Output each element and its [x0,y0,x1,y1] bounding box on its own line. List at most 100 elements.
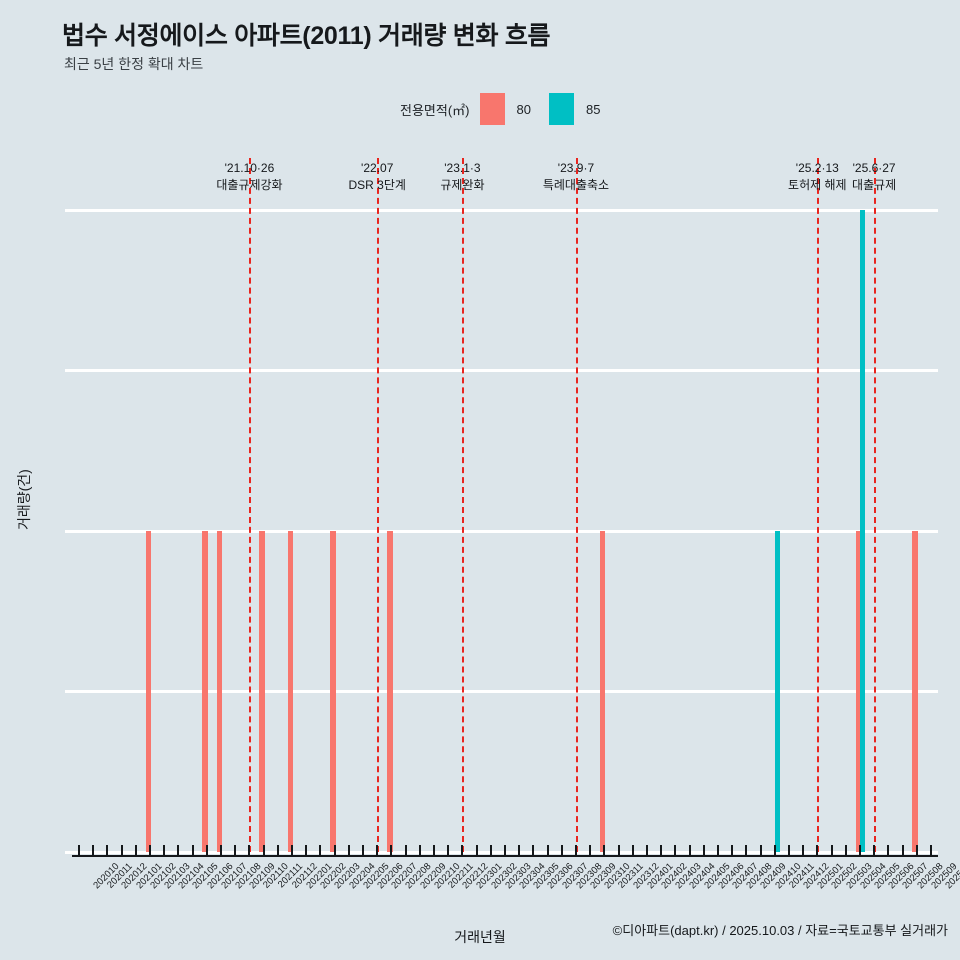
y-tick-mark [65,369,72,372]
legend-swatch-85 [548,93,574,125]
x-tick-mark [489,845,492,856]
x-tick-mark [291,845,294,856]
event-name: 대출규제 [852,178,897,192]
x-tick-mark [574,845,577,856]
legend-label-85: 85 [585,101,601,117]
x-tick-mark [589,845,592,856]
x-tick-mark [461,845,464,856]
x-tick-mark [745,845,748,856]
event-marker-line [817,158,820,852]
y-tick-mark [65,208,72,212]
x-tick-mark [645,845,648,856]
legend-item-85[interactable]: 85 [548,93,601,125]
x-tick-mark [376,845,379,856]
event-date: '25.6·27 [852,161,896,175]
gridline [72,208,938,212]
legend-item-80[interactable]: 80 [479,93,531,125]
x-tick-mark [333,845,336,856]
x-tick-mark [92,845,95,856]
x-tick-mark [475,845,478,856]
gridline [72,369,938,372]
x-tick-mark [532,845,535,856]
x-tick-mark [873,845,876,856]
event-date: '25.2·13 [795,161,839,175]
event-marker-line [462,158,465,852]
bar[interactable] [330,531,336,852]
event-annotation: '21.10·26 대출규제강화 [216,160,282,194]
x-tick-mark [546,845,549,856]
event-marker-line [249,158,252,852]
x-tick-mark [560,845,563,856]
bar[interactable] [912,531,918,852]
legend: 전용면적(㎡) 80 85 [400,92,618,126]
x-tick-mark [929,845,932,856]
event-date: '21.10·26 [224,161,275,175]
x-tick-mark [106,845,109,856]
x-tick-mark [220,845,223,856]
bar[interactable] [216,531,223,852]
x-tick-mark [858,845,861,856]
x-tick-mark [915,845,918,856]
bar[interactable] [774,531,781,852]
x-tick-mark [702,845,705,856]
event-marker-line [575,158,578,852]
x-tick-mark [802,845,805,856]
y-tick-mark [65,529,72,533]
x-tick-mark [674,845,677,856]
bar[interactable] [202,531,208,852]
x-tick-mark [518,845,521,856]
x-tick-mark [631,845,634,856]
x-tick-mark [404,845,407,856]
x-tick-mark [887,845,890,856]
x-tick-mark [773,845,776,856]
event-marker-line [874,158,877,852]
x-tick-mark [248,845,251,856]
x-tick-mark [163,845,166,856]
x-tick-mark [362,845,365,856]
x-tick-mark [844,845,847,856]
x-tick-mark [830,845,833,856]
x-tick-mark [787,845,790,856]
event-annotation: '25.2·13 토허제 해제 [788,160,847,194]
x-tick-mark [816,845,819,856]
bar[interactable] [259,531,265,852]
event-annotation: '23.1·3 규제완화 [440,160,484,194]
legend-title: 전용면적(㎡) [400,102,470,118]
x-axis-line [72,855,938,857]
event-name: 규제완화 [440,178,485,192]
x-tick-mark [78,845,81,856]
x-tick-mark [688,845,691,856]
footer-credit: ©디아파트(dapt.kr) / 2025.10.03 / 자료=국토교통부 실… [612,923,948,938]
bar[interactable] [287,531,294,852]
bar[interactable] [855,531,862,852]
x-tick-mark [205,845,208,856]
x-tick-mark [191,845,194,856]
bar[interactable] [599,531,606,852]
x-tick-mark [276,845,279,856]
event-date: '23.1·3 [444,161,481,175]
event-name: 토허제 해제 [788,178,847,192]
chart-subtitle: 최근 5년 한정 확대 차트 [64,56,204,72]
bar[interactable] [387,531,393,852]
chart-title: 법수 서정에이스 아파트(2011) 거래량 변화 흐름 [62,22,551,50]
x-axis-label: 거래년월 [454,929,506,945]
x-tick-mark [149,845,152,856]
y-tick-mark [65,690,72,693]
y-tick-mark [65,850,72,854]
x-tick-mark [759,845,762,856]
legend-swatch-80 [479,93,505,125]
x-tick-mark [716,845,719,856]
gridline [72,690,938,693]
x-tick-mark [504,845,506,856]
gridline [72,529,938,533]
event-name: 대출규제강화 [216,178,283,192]
event-annotation: '23.9·7 특례대출축소 [543,160,609,194]
plot-area: 0.00.51.01.52.0'21.10·26대출규제강화'22.07DSR … [65,158,938,854]
x-tick-mark [418,845,421,856]
x-tick-mark [305,845,308,856]
bar[interactable] [859,210,866,852]
event-name: 특례대출축소 [542,178,610,192]
event-annotation: '25.6·27 대출규제 [852,160,896,194]
bar[interactable] [145,531,152,852]
x-tick-mark [447,845,450,856]
